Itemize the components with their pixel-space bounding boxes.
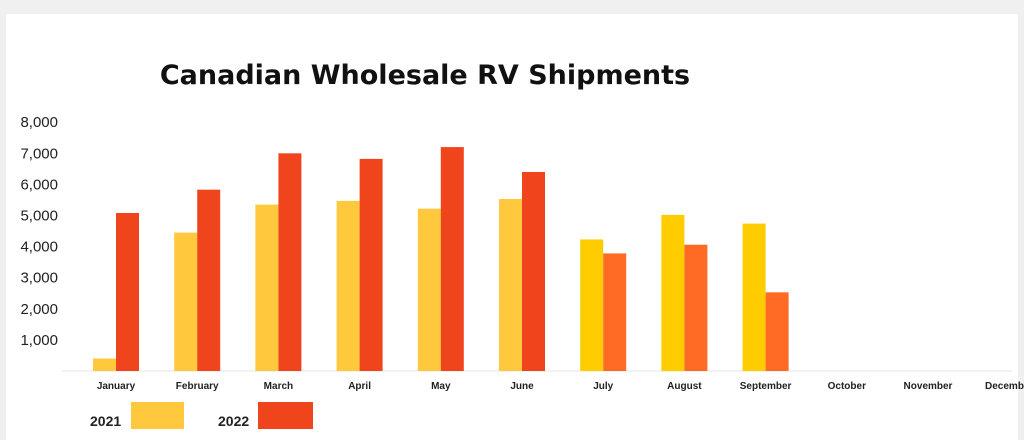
- y-tick-label: 8,000: [20, 114, 58, 131]
- bar-2021-february: [174, 232, 198, 371]
- x-tick-label: September: [740, 381, 792, 392]
- y-tick-label: 3,000: [20, 270, 58, 287]
- x-axis: January February March April May June July Augu…: [97, 381, 1024, 392]
- y-tick-label: 4,000: [20, 239, 58, 256]
- y-tick-label: 1,000: [20, 332, 58, 349]
- bar-2021-july: [580, 239, 604, 371]
- x-tick-label: December: [985, 381, 1024, 392]
- bar-2022-august: [684, 244, 708, 371]
- bar-2021-august: [661, 214, 685, 371]
- bar-2022-february: [197, 189, 221, 371]
- y-tick-label: 7,000: [20, 145, 58, 162]
- bar-2022-january: [116, 213, 139, 371]
- x-tick-label: January: [97, 381, 136, 392]
- x-tick-label: July: [593, 381, 613, 392]
- x-tick-label: November: [904, 381, 953, 392]
- bar-2021-march: [255, 204, 279, 371]
- x-tick-label: April: [348, 381, 371, 392]
- x-tick-label: May: [431, 381, 451, 392]
- bars-group: [93, 147, 789, 371]
- legend-label-2021: 2021: [90, 413, 121, 429]
- bar-2021-september: [742, 223, 766, 371]
- bar-2021-june: [499, 199, 522, 371]
- legend: 2021 2022: [90, 402, 313, 429]
- bar-2022-march: [278, 153, 302, 371]
- legend-swatch-2021: [131, 402, 184, 429]
- y-tick-label: 2,000: [20, 301, 58, 318]
- x-tick-label: August: [667, 381, 702, 392]
- legend-label-2022: 2022: [218, 413, 249, 429]
- x-tick-label: March: [264, 381, 293, 392]
- y-tick-label: 6,000: [20, 176, 58, 193]
- y-axis: 1,000 2,000 3,000 4,000 5,000 6,000 7,000 8,000: [20, 114, 58, 349]
- bar-2022-april: [359, 158, 383, 371]
- bar-2021-january: [93, 358, 116, 371]
- bar-2021-april: [336, 200, 360, 371]
- y-tick-label: 5,000: [20, 208, 58, 225]
- legend-swatch-2022: [258, 402, 313, 429]
- x-tick-label: June: [510, 381, 534, 392]
- bar-2022-may: [440, 147, 464, 371]
- x-tick-label: October: [828, 381, 866, 392]
- bar-2022-september: [765, 292, 789, 371]
- x-tick-label: February: [176, 381, 219, 392]
- bar-2021-may: [417, 208, 441, 371]
- chart-title: Canadian Wholesale RV Shipments: [160, 60, 690, 91]
- bar-2022-june: [522, 171, 545, 371]
- bar-2022-july: [603, 253, 627, 371]
